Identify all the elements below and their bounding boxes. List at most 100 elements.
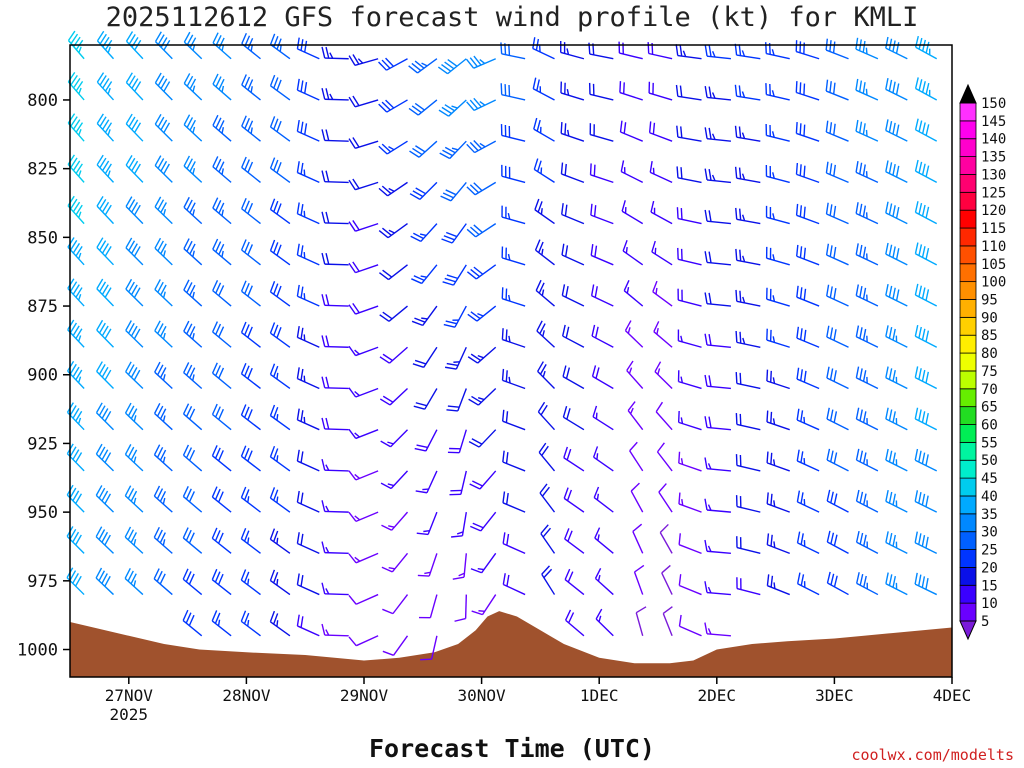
wind-barb-feather [654, 361, 662, 373]
wind-barb [321, 623, 349, 637]
wind-barb-feather [325, 588, 330, 595]
colorbar-swatch [959, 424, 977, 443]
wind-barb-feather [892, 163, 896, 176]
wind-barb-layer [66, 30, 938, 661]
wind-barb-feather [218, 326, 225, 338]
wind-barb [704, 44, 731, 60]
wind-barb-feather [133, 497, 137, 505]
wind-barb-feather [914, 366, 919, 378]
wind-barb-feather [621, 200, 626, 212]
wind-barb [381, 552, 409, 573]
wind-barb-feather [859, 286, 863, 298]
x-axis-title: Forecast Time (UTC) [369, 734, 655, 763]
wind-barb-feather [321, 541, 326, 553]
wind-barb-feather [269, 239, 276, 251]
wind-barb-feather [156, 488, 164, 500]
wind-barb-staff [297, 254, 320, 266]
wind-barb-feather [96, 154, 104, 166]
wind-barb-feather [296, 37, 300, 50]
wind-barb [565, 609, 585, 637]
wind-barb-feather [325, 417, 330, 430]
wind-barb [452, 553, 468, 580]
wind-barb-feather [157, 323, 164, 334]
wind-barb-feather [830, 450, 834, 462]
wind-barb-feather [888, 79, 893, 92]
wind-barb-feather [892, 369, 896, 382]
wind-barb-feather [240, 569, 247, 581]
wind-barb-feather [593, 205, 597, 217]
wind-barb-feather [799, 123, 802, 135]
wind-barb-feather [680, 207, 683, 220]
wind-barb-feather [505, 411, 509, 423]
wind-barb-feather [415, 187, 426, 195]
wind-barb-feather [156, 529, 163, 541]
wind-barb-feather [855, 284, 860, 296]
wind-barb-feather [72, 531, 80, 543]
wind-barb [211, 568, 232, 596]
wind-barb-feather [211, 527, 218, 539]
wind-barb-feather [925, 165, 930, 177]
wind-barb-feather [914, 407, 919, 420]
wind-barb [765, 124, 790, 142]
wind-barb-feather [739, 249, 742, 262]
wind-barb [440, 181, 467, 202]
wind-barb-feather [478, 610, 485, 612]
wind-barb [539, 483, 556, 513]
wind-barb-feather [622, 82, 625, 94]
wind-barb-staff [633, 571, 644, 595]
wind-barb-feather [240, 404, 247, 416]
wind-barb [619, 120, 643, 142]
colorbar-swatch [959, 549, 977, 568]
wind-barb-feather [414, 102, 425, 111]
wind-barb-feather [133, 204, 141, 216]
wind-barb-feather [589, 163, 592, 175]
wind-barb-feather [240, 321, 247, 333]
wind-barb-staff [430, 635, 438, 660]
wind-barb-feather [240, 445, 247, 457]
wind-barb-feather [325, 294, 330, 306]
wind-barb-feather [381, 185, 392, 195]
colorbar-label: 5 [981, 614, 989, 630]
wind-barb-feather [661, 564, 671, 574]
wind-barb-feather [925, 412, 929, 425]
wind-barb [269, 322, 291, 348]
wind-barb-staff [297, 213, 320, 225]
wind-barb [627, 401, 644, 431]
wind-barb [454, 594, 468, 622]
credit-link[interactable]: coolwx.com/modelts [851, 746, 1014, 764]
wind-barb-feather [803, 83, 806, 96]
x-tick-label: 27NOV [105, 686, 154, 705]
wind-barb-feather [708, 375, 712, 387]
wind-barb-feather [296, 326, 300, 338]
wind-barb [735, 413, 761, 431]
y-tick-label: 825 [27, 160, 58, 180]
wind-barb-feather [796, 367, 800, 380]
wind-barb-feather [189, 78, 197, 90]
wind-barb [855, 448, 879, 472]
colorbar-label: 95 [981, 292, 998, 308]
wind-barb-feather [892, 246, 896, 258]
wind-barb-feather [862, 411, 867, 423]
wind-barb-feather [99, 116, 107, 127]
wind-barb [414, 429, 438, 452]
wind-barb-staff [241, 455, 261, 472]
wind-barb-feather [564, 568, 571, 580]
wind-barb-feather [833, 493, 838, 505]
wind-barb [95, 443, 115, 472]
wind-barb-feather [855, 325, 860, 337]
wind-barb-feather [153, 485, 161, 497]
wind-barb [704, 457, 731, 472]
wind-barb-staff [297, 584, 320, 596]
wind-barb-staff [736, 136, 761, 142]
wind-barb-feather [382, 608, 394, 615]
wind-barb-feather [321, 335, 326, 347]
wind-barb-feather [451, 105, 458, 109]
wind-barb [630, 482, 644, 513]
wind-barb-feather [75, 204, 83, 216]
wind-barb [382, 594, 409, 615]
wind-barb-feather [803, 329, 807, 342]
wind-barb-feather [72, 573, 79, 584]
wind-barb-feather [895, 83, 900, 95]
wind-barb [125, 361, 144, 389]
wind-barb-feather [162, 497, 166, 505]
